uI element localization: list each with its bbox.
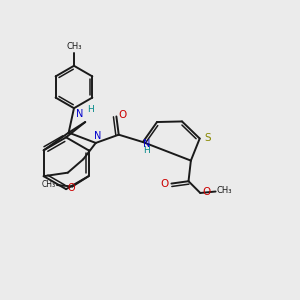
Text: O: O [161,178,169,189]
Text: H: H [143,146,150,155]
Text: CH₃: CH₃ [42,180,56,189]
Text: CH₃: CH₃ [66,42,82,51]
Text: N: N [94,131,101,142]
Text: O: O [202,188,211,197]
Text: H: H [87,105,94,114]
Text: O: O [67,183,75,193]
Text: O: O [119,110,127,120]
Text: S: S [205,133,211,143]
Text: N: N [143,140,150,149]
Text: N: N [76,109,84,119]
Text: CH₃: CH₃ [217,186,232,195]
